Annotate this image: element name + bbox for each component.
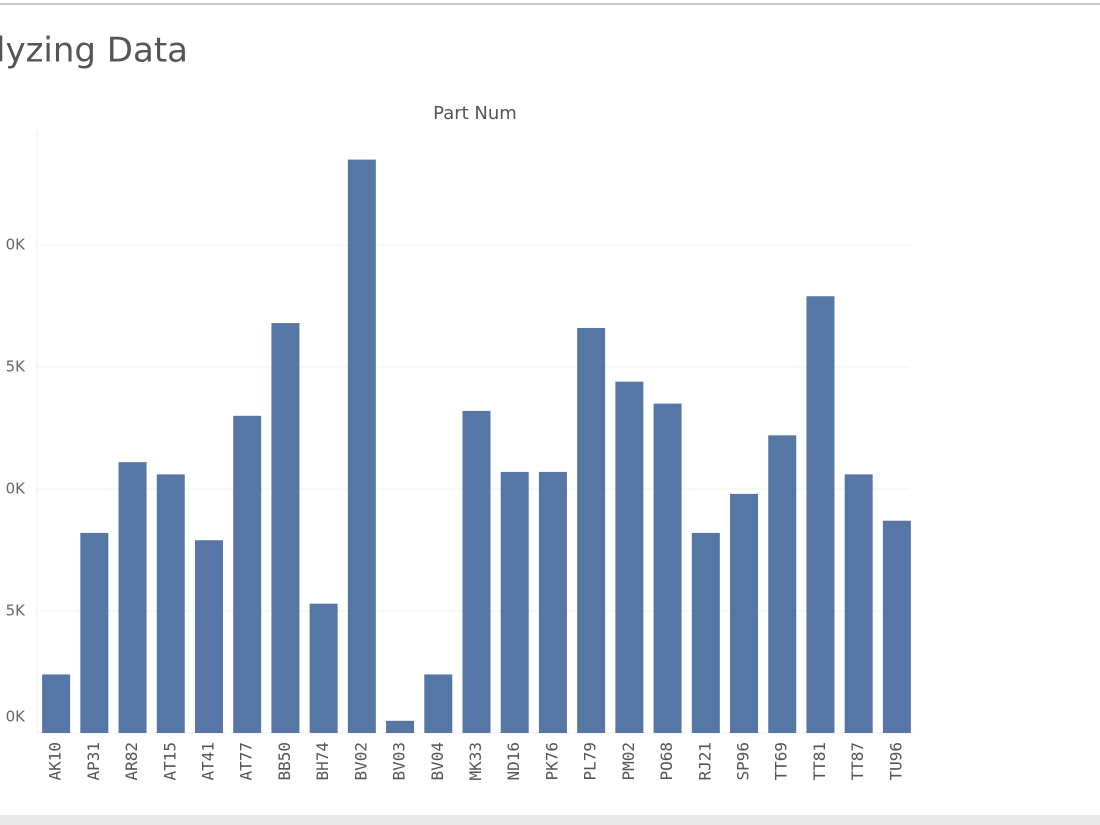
bar	[386, 720, 415, 733]
y-tick-label: 5K	[6, 358, 27, 376]
x-tick-label: BH74	[313, 742, 332, 781]
x-axis-title: Part Num	[433, 103, 517, 124]
x-tick-label: BB50	[275, 742, 294, 781]
bar	[806, 296, 835, 733]
bar	[653, 403, 682, 733]
bar	[462, 410, 491, 733]
bar	[194, 540, 223, 733]
bar	[80, 532, 109, 733]
x-tick-label: AT77	[237, 742, 256, 781]
x-tick-label: BV03	[390, 742, 409, 781]
bar	[691, 532, 720, 733]
x-tick-label: AT41	[198, 742, 217, 781]
bar	[233, 415, 262, 733]
bar	[538, 471, 567, 733]
x-tick-label: TU96	[886, 742, 905, 781]
x-tick-label: BV02	[351, 742, 370, 781]
chart-title: lyzing Data	[0, 31, 188, 71]
x-tick-label: ND16	[504, 742, 523, 781]
x-tick-label: PK76	[542, 742, 561, 781]
bar	[615, 381, 644, 733]
x-tick-label: TT81	[810, 742, 829, 781]
x-tick-label: AR82	[122, 742, 141, 781]
y-tick-label: 0K	[6, 236, 27, 254]
bar	[42, 674, 71, 733]
x-tick-label: SP96	[734, 742, 753, 781]
bar	[768, 435, 797, 733]
x-tick-label: PM02	[619, 742, 638, 781]
x-tick-label: TT87	[848, 742, 867, 781]
y-tick-label: 0K	[6, 708, 27, 726]
x-tick-label: AP31	[84, 742, 103, 781]
bar	[309, 603, 338, 733]
bar	[882, 520, 911, 733]
bottom-border	[0, 815, 1100, 825]
x-tick-label: MK33	[466, 742, 485, 781]
x-tick-label: PL79	[581, 742, 600, 781]
bar	[118, 462, 147, 733]
bar	[347, 159, 376, 734]
x-tick-label: AK10	[46, 742, 65, 781]
bar	[156, 474, 185, 733]
bar	[271, 323, 300, 733]
bar	[577, 327, 606, 733]
y-tick-label: 0K	[6, 480, 27, 498]
bar	[424, 674, 453, 733]
bar	[844, 474, 873, 733]
bar	[500, 471, 529, 733]
y-tick-label: 5K	[6, 602, 27, 620]
x-tick-label: PO68	[657, 742, 676, 781]
x-tick-label: BV04	[428, 742, 447, 781]
bar	[730, 493, 759, 733]
x-tick-label: RJ21	[695, 742, 714, 781]
x-tick-label: TT69	[772, 742, 791, 781]
x-tick-label: AT15	[160, 742, 179, 781]
